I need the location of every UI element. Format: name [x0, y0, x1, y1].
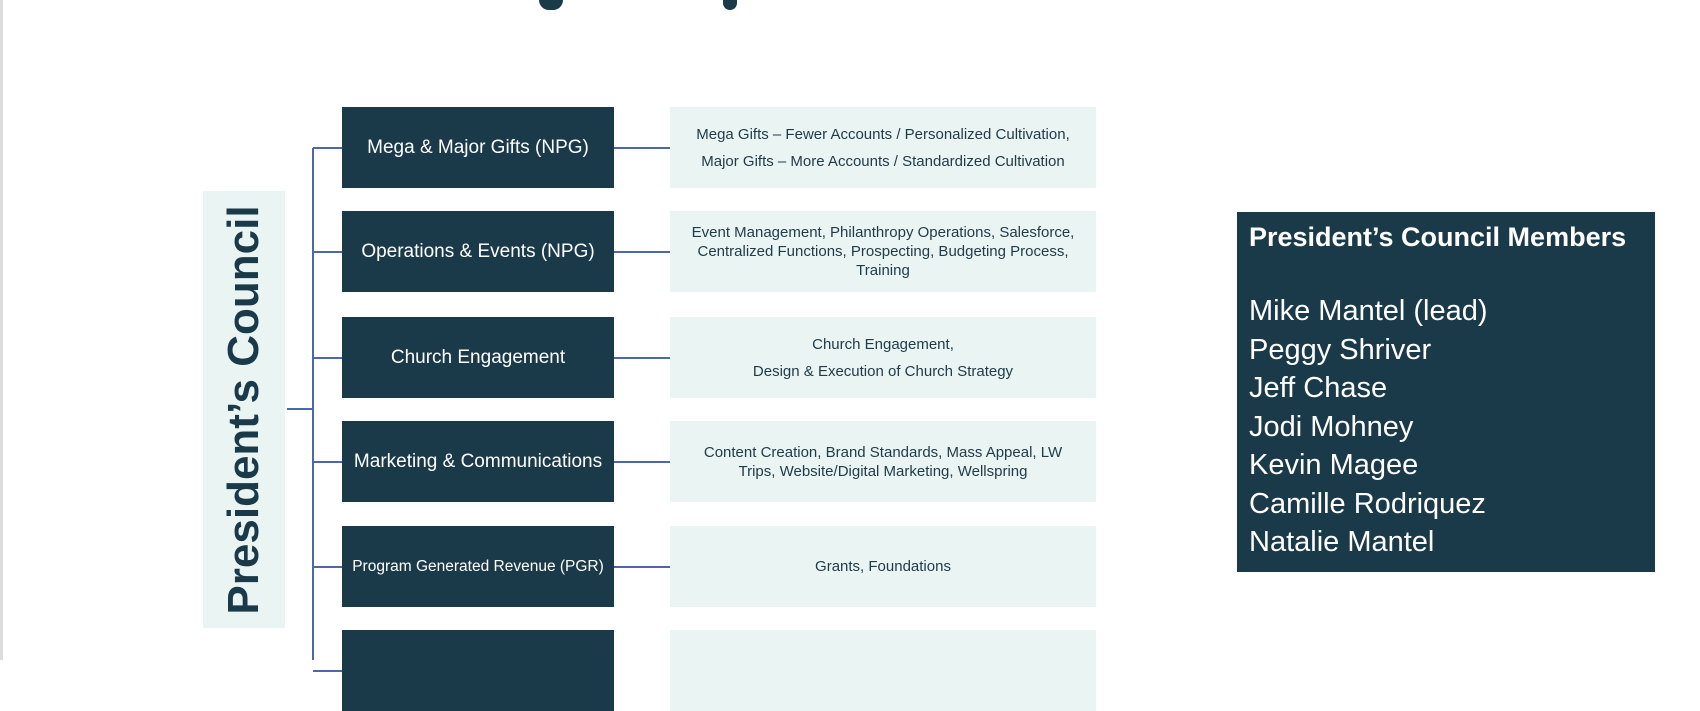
- unit-box: Operations & Events (NPG): [342, 211, 614, 292]
- unit-name: Marketing & Communications: [353, 450, 603, 472]
- presidents-council-label: President’s Council: [203, 191, 285, 628]
- title-descender-y: [723, 0, 737, 10]
- title-descender-g: [539, 0, 563, 10]
- unit-box: Program Generated Revenue (PGR): [342, 526, 614, 607]
- members-title: President’s Council Members: [1249, 222, 1627, 252]
- branch-connector: [313, 670, 342, 672]
- description-line: Event Management, Philanthropy Operation…: [691, 224, 1075, 241]
- unit-description: Event Management, Philanthropy Operation…: [670, 211, 1096, 292]
- branch-connector: [313, 461, 342, 463]
- trunk-line: [312, 148, 314, 660]
- members-list: Mike Mantel (lead) Peggy Shriver Jeff Ch…: [1249, 292, 1643, 562]
- branch-connector: [313, 566, 342, 568]
- description-line: Church Engagement,: [812, 335, 954, 353]
- unit-description: [670, 630, 1096, 711]
- member: Peggy Shriver: [1249, 333, 1432, 366]
- member: Jeff Chase: [1249, 372, 1388, 404]
- unit-name: Mega & Major Gifts (NPG): [367, 136, 589, 158]
- unit-box: Mega & Major Gifts (NPG): [342, 107, 614, 188]
- unit-name: Church Engagement: [390, 346, 566, 368]
- branch-connector: [313, 251, 342, 253]
- member: Mike Mantel (lead): [1249, 295, 1488, 327]
- member: Natalie Mantel: [1249, 526, 1435, 558]
- council-connector: [287, 408, 313, 410]
- council-members-panel: President’s Council Members Mike Mantel …: [1237, 212, 1655, 572]
- branch-connector: [313, 357, 342, 359]
- description-connector: [614, 566, 670, 568]
- council-label-text: President’s Council: [219, 204, 268, 615]
- member: Kevin Magee: [1249, 449, 1419, 481]
- description-line: Trips, Website/Digital Marketing, Wellsp…: [738, 462, 1028, 480]
- description-connector: [614, 357, 670, 359]
- description-line: Design & Execution of Church Strategy: [752, 362, 1014, 380]
- description-line: Content Creation, Brand Standards, Mass …: [703, 443, 1063, 461]
- unit-name: Program Generated Revenue (PGR): [352, 557, 604, 575]
- unit-description: Grants, Foundations: [670, 526, 1096, 607]
- unit-box: Church Engagement: [342, 317, 614, 398]
- description-line: Mega Gifts – Fewer Accounts / Personaliz…: [696, 125, 1070, 143]
- description-connector: [614, 251, 670, 253]
- unit-description: Content Creation, Brand Standards, Mass …: [670, 421, 1096, 502]
- unit-description: Church Engagement, Design & Execution of …: [670, 317, 1096, 398]
- description-line: Major Gifts – More Accounts / Standardiz…: [701, 152, 1065, 170]
- member: Camille Rodriquez: [1249, 487, 1486, 520]
- branch-connector: [313, 147, 342, 149]
- unit-box: Marketing & Communications: [342, 421, 614, 502]
- member: Jodi Mohney: [1249, 410, 1414, 443]
- description-line: Grants, Foundations: [815, 558, 951, 575]
- description-connector: [614, 461, 670, 463]
- description-line: Centralized Functions, Prospecting, Budg…: [697, 243, 1069, 260]
- description-connector: [614, 147, 670, 149]
- description-line: Training: [856, 262, 910, 279]
- unit-box: [342, 630, 614, 711]
- page-edge: [0, 0, 3, 660]
- unit-name: Operations & Events (NPG): [361, 240, 595, 262]
- unit-description: Mega Gifts – Fewer Accounts / Personaliz…: [670, 107, 1096, 188]
